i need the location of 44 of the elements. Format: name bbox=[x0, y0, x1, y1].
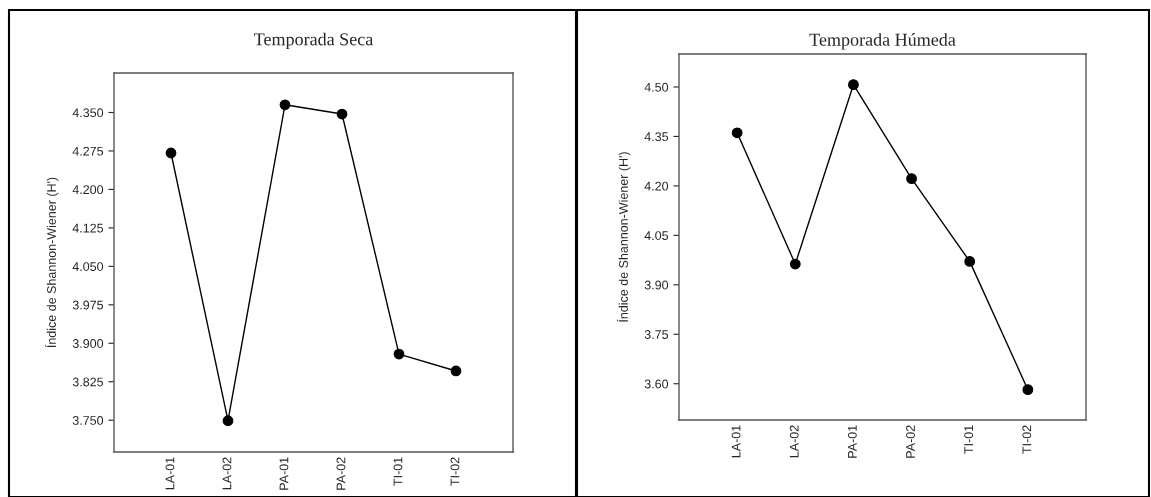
y-tick-label: 3.900 bbox=[72, 339, 104, 348]
x-tick-label: PA-01 bbox=[279, 457, 289, 490]
point bbox=[222, 415, 234, 427]
point bbox=[906, 173, 917, 185]
y-tick-label: 3.75 bbox=[644, 330, 669, 339]
x-tick-label: PA-02 bbox=[336, 457, 346, 490]
x-tick-label: LA-01 bbox=[165, 457, 175, 490]
y-tick-label: 3.750 bbox=[72, 416, 104, 425]
x-tick-label: LA-02 bbox=[789, 425, 799, 458]
point bbox=[731, 127, 743, 139]
point bbox=[165, 147, 177, 159]
y-tick-label: 4.125 bbox=[72, 223, 104, 233]
point bbox=[1022, 384, 1034, 396]
x-tick-label: TI-01 bbox=[964, 425, 974, 454]
y-tick-label: 4.50 bbox=[644, 82, 669, 92]
y-tick-label: 4.275 bbox=[72, 146, 104, 156]
y-tick-label: 3.825 bbox=[72, 377, 104, 387]
y-tick-label: 4.05 bbox=[644, 231, 669, 240]
x-tick-label: PA-01 bbox=[847, 425, 857, 458]
y-tick-label: 3.60 bbox=[644, 379, 669, 389]
y-tick-label: 4.050 bbox=[72, 262, 104, 271]
point bbox=[789, 258, 801, 270]
y-axis-title: Índice de Shannon-Wiener (H') bbox=[44, 177, 59, 348]
x-tick-label: PA-02 bbox=[906, 425, 915, 458]
y-tick-label: 4.35 bbox=[644, 132, 669, 142]
y-axis-title: Índice de Shannon-Wiener (H') bbox=[616, 152, 631, 322]
chart-title: Temporada Húmeda bbox=[809, 33, 956, 50]
chart-title: Temporada Seca bbox=[254, 32, 374, 50]
y-tick-label: 4.200 bbox=[72, 185, 104, 195]
point bbox=[336, 108, 348, 120]
point bbox=[393, 348, 405, 360]
y-tick-label: 3.975 bbox=[72, 300, 104, 310]
x-tick-label: LA-02 bbox=[222, 457, 232, 490]
x-tick-label: TI-02 bbox=[1022, 425, 1032, 454]
point bbox=[279, 99, 291, 111]
x-tick-label: TI-02 bbox=[450, 457, 460, 486]
x-tick-label: TI-01 bbox=[393, 457, 403, 486]
x-tick-label: LA-01 bbox=[731, 425, 741, 458]
point bbox=[964, 256, 976, 267]
point bbox=[848, 79, 859, 91]
y-tick-label: 4.350 bbox=[72, 108, 104, 118]
y-tick-label: 4.20 bbox=[644, 181, 669, 191]
y-tick-label: 3.90 bbox=[644, 280, 669, 290]
point bbox=[450, 365, 462, 377]
